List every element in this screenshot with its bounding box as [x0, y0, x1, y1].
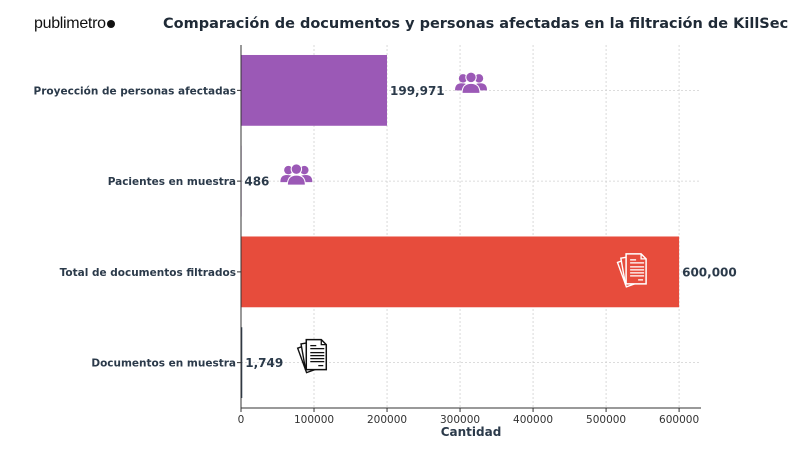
bar	[241, 54, 388, 126]
x-tick-label: 400000	[513, 414, 553, 426]
category-label: Pacientes en muestra	[108, 176, 236, 188]
value-label: 1,749	[245, 356, 283, 370]
people-group-icon	[280, 163, 313, 186]
documents-icon	[296, 338, 328, 374]
value-label: 199,971	[390, 84, 445, 98]
doc-corner	[640, 253, 647, 260]
doc-corner	[320, 339, 327, 346]
documents-icon	[616, 253, 647, 288]
x-axis-title: Cantidad	[441, 425, 502, 439]
person-head	[284, 165, 293, 175]
bar	[241, 236, 680, 308]
x-tick-label: 200000	[367, 414, 407, 426]
bars	[241, 54, 680, 399]
person-head	[290, 163, 303, 175]
bar-icons	[280, 71, 647, 374]
person-head	[300, 165, 309, 175]
x-tick-label: 0	[238, 414, 245, 426]
x-tick-label: 100000	[294, 414, 334, 426]
category-label: Documentos en muestra	[91, 358, 236, 370]
person-body	[461, 82, 481, 94]
person-head	[474, 74, 484, 83]
logo-dot-icon	[106, 20, 115, 28]
bar	[241, 327, 243, 399]
person-head	[458, 74, 468, 83]
value-label: 600,000	[682, 265, 737, 279]
value-label: 486	[244, 175, 269, 189]
category-label: Proyección de personas afectadas	[34, 85, 236, 97]
x-tick-label: 600000	[659, 414, 699, 426]
axes	[237, 45, 701, 412]
labels: 0 100000 200000 300000 400000 500000 600000 Pro…	[34, 84, 737, 439]
person-body	[286, 174, 306, 186]
publimetro-logo: publimetro	[34, 15, 115, 33]
people-group-icon	[455, 71, 488, 94]
logo-text: publimetro	[34, 15, 106, 32]
x-tick-label: 500000	[586, 414, 626, 426]
category-label: Total de documentos filtrados	[60, 267, 236, 279]
person-head	[465, 71, 477, 84]
chart-title: Comparación de documentos y personas afe…	[163, 16, 789, 32]
x-tick-label: 300000	[440, 414, 480, 426]
